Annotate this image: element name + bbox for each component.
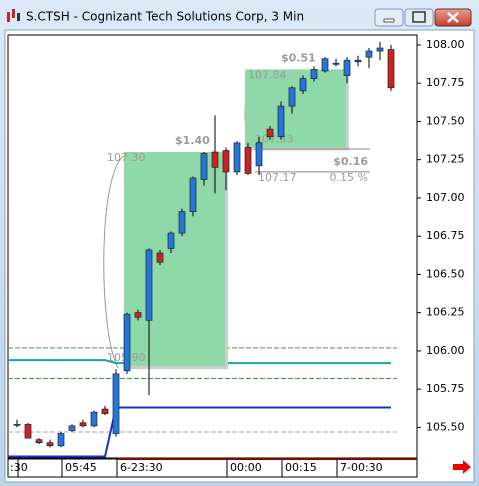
candle-body xyxy=(178,211,186,234)
measure-change: $1.40 xyxy=(175,134,210,147)
measure-box xyxy=(124,152,225,367)
x-tick-label: 05:45 xyxy=(65,461,97,474)
pct-percent: 0.15 % xyxy=(330,171,368,184)
candle-body xyxy=(112,373,120,434)
candle-body xyxy=(167,232,175,249)
candle-body xyxy=(24,423,32,439)
candle-body xyxy=(343,59,351,76)
candle-body xyxy=(90,411,98,427)
y-tick-label: 107.50 xyxy=(426,114,465,127)
app-icon xyxy=(7,9,20,22)
measure-high-label: 107.30 xyxy=(107,151,146,164)
candle-body xyxy=(145,249,153,321)
candle-body xyxy=(332,62,340,65)
measure-box xyxy=(245,69,346,148)
candle-body xyxy=(288,87,296,107)
candle-body xyxy=(387,49,395,89)
x-tick-label: :30 xyxy=(10,461,28,474)
candle-body xyxy=(35,439,43,444)
candle-body xyxy=(200,153,208,180)
candle-body xyxy=(354,59,362,63)
pct-low-label: 107.17 xyxy=(258,171,297,184)
candle-body xyxy=(255,142,263,167)
pct-change: $0.16 xyxy=(333,155,368,168)
candle-body xyxy=(46,442,54,447)
y-tick-label: 106.25 xyxy=(426,306,465,319)
candle-body xyxy=(123,313,131,372)
x-tick-label: 00:00 xyxy=(230,461,262,474)
minimize-button[interactable] xyxy=(374,8,404,27)
x-tick-label: 6-23:30 xyxy=(120,461,163,474)
candle-body xyxy=(101,408,109,414)
overlay-line xyxy=(8,406,391,458)
candle-body xyxy=(233,142,241,173)
y-tick-label: 107.25 xyxy=(426,153,465,166)
candle-body xyxy=(13,423,21,426)
y-tick-label: 105.50 xyxy=(426,420,465,433)
window-title: S.CTSH - Cognizant Tech Solutions Corp, … xyxy=(26,10,304,24)
candle-body xyxy=(244,147,252,174)
candle-body xyxy=(68,425,76,431)
candle-body xyxy=(211,151,219,168)
candle-body xyxy=(156,252,164,263)
candle-body xyxy=(365,50,373,58)
candle-body xyxy=(376,47,384,52)
y-tick-label: 106.50 xyxy=(426,267,465,280)
candle-body xyxy=(189,177,197,213)
x-tick-label: 00:15 xyxy=(285,461,317,474)
y-tick-label: 107.00 xyxy=(426,191,465,204)
candle-body xyxy=(134,312,142,318)
candle-body xyxy=(266,128,274,138)
y-tick-label: 105.75 xyxy=(426,382,465,395)
y-tick-label: 106.75 xyxy=(426,229,465,242)
candle-body xyxy=(57,433,65,447)
measure-high-label: 107.84 xyxy=(248,68,287,81)
candle-body xyxy=(222,150,230,173)
close-button[interactable] xyxy=(434,8,472,27)
measure-change: $0.51 xyxy=(281,51,316,64)
x-tick-label: 7-00:30 xyxy=(340,461,383,474)
y-tick-label: 106.00 xyxy=(426,344,465,357)
y-tick-label: 107.75 xyxy=(426,76,465,89)
candle-body xyxy=(310,69,318,79)
measure-curve xyxy=(103,154,126,369)
y-tick-label: 108.00 xyxy=(426,38,465,51)
scroll-arrow[interactable] xyxy=(453,460,471,474)
candle-body xyxy=(321,58,329,72)
maximize-button[interactable] xyxy=(404,8,434,27)
candle-body xyxy=(79,422,87,427)
candle-body xyxy=(299,78,307,92)
candle-body xyxy=(277,105,285,138)
